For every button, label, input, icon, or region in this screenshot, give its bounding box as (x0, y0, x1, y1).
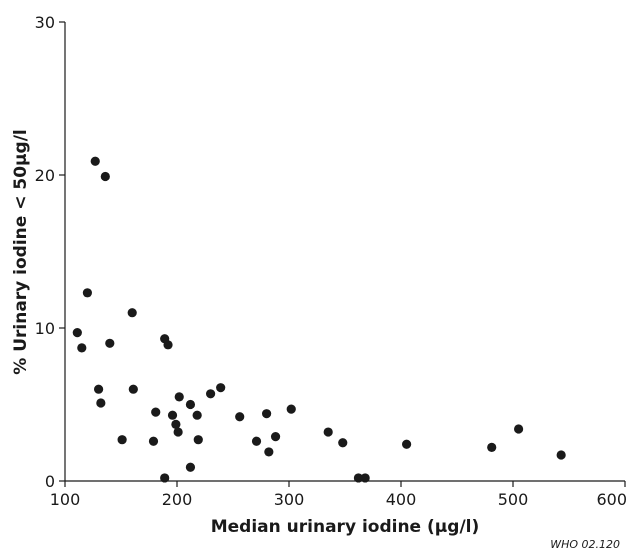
data-point (72, 327, 82, 338)
x-tick-label: 400 (386, 490, 417, 509)
x-tick-label: 500 (498, 490, 529, 509)
y-tick-label: 10 (35, 319, 55, 338)
data-point (360, 473, 370, 483)
data-point (216, 383, 226, 393)
data-point (192, 410, 202, 420)
y-axis-title: % Urinary iodine < 50μg/l (11, 129, 31, 375)
data-point (193, 435, 203, 445)
y-ticks: 0 10 20 30 (35, 13, 65, 491)
y-tick-label: 0 (45, 472, 55, 491)
data-point (338, 438, 348, 448)
data-point (185, 399, 196, 410)
data-point (251, 436, 262, 446)
axes (64, 22, 625, 482)
data-point (514, 424, 524, 434)
data-point (167, 410, 178, 420)
data-point (286, 404, 296, 414)
data-point (173, 427, 183, 437)
data-point (556, 450, 566, 460)
data-point (323, 427, 333, 437)
data-point (105, 338, 115, 348)
data-point (171, 419, 181, 429)
data-point (163, 340, 173, 350)
data-point (235, 412, 245, 422)
data-point (82, 288, 92, 298)
data-point (94, 384, 104, 394)
data-points (72, 156, 566, 483)
data-point (487, 442, 497, 452)
x-tick-label: 600 (596, 490, 627, 509)
x-tick-label: 100 (50, 490, 81, 509)
x-tick-label: 200 (162, 490, 193, 509)
data-point (127, 308, 137, 318)
data-point (206, 389, 216, 399)
y-tick-label: 20 (35, 166, 55, 185)
data-point (174, 392, 184, 402)
data-point (270, 432, 281, 442)
data-point (96, 398, 106, 408)
data-point (90, 156, 100, 166)
x-ticks: 100 200 300 400 500 600 (50, 481, 627, 509)
x-tick-label: 300 (274, 490, 305, 509)
data-point (262, 409, 272, 419)
data-point (100, 171, 110, 182)
data-point (185, 462, 196, 472)
data-point (148, 436, 159, 446)
data-point (353, 473, 364, 483)
data-point (77, 343, 87, 353)
figure-credit: WHO 02.120 (550, 538, 620, 551)
y-tick-label: 30 (35, 13, 55, 32)
data-point (160, 473, 170, 483)
data-point (117, 435, 127, 445)
data-point (128, 384, 138, 394)
data-point (402, 439, 412, 449)
data-point (264, 447, 274, 457)
x-axis-title: Median urinary iodine (μg/l) (211, 517, 480, 537)
data-point (151, 407, 161, 417)
